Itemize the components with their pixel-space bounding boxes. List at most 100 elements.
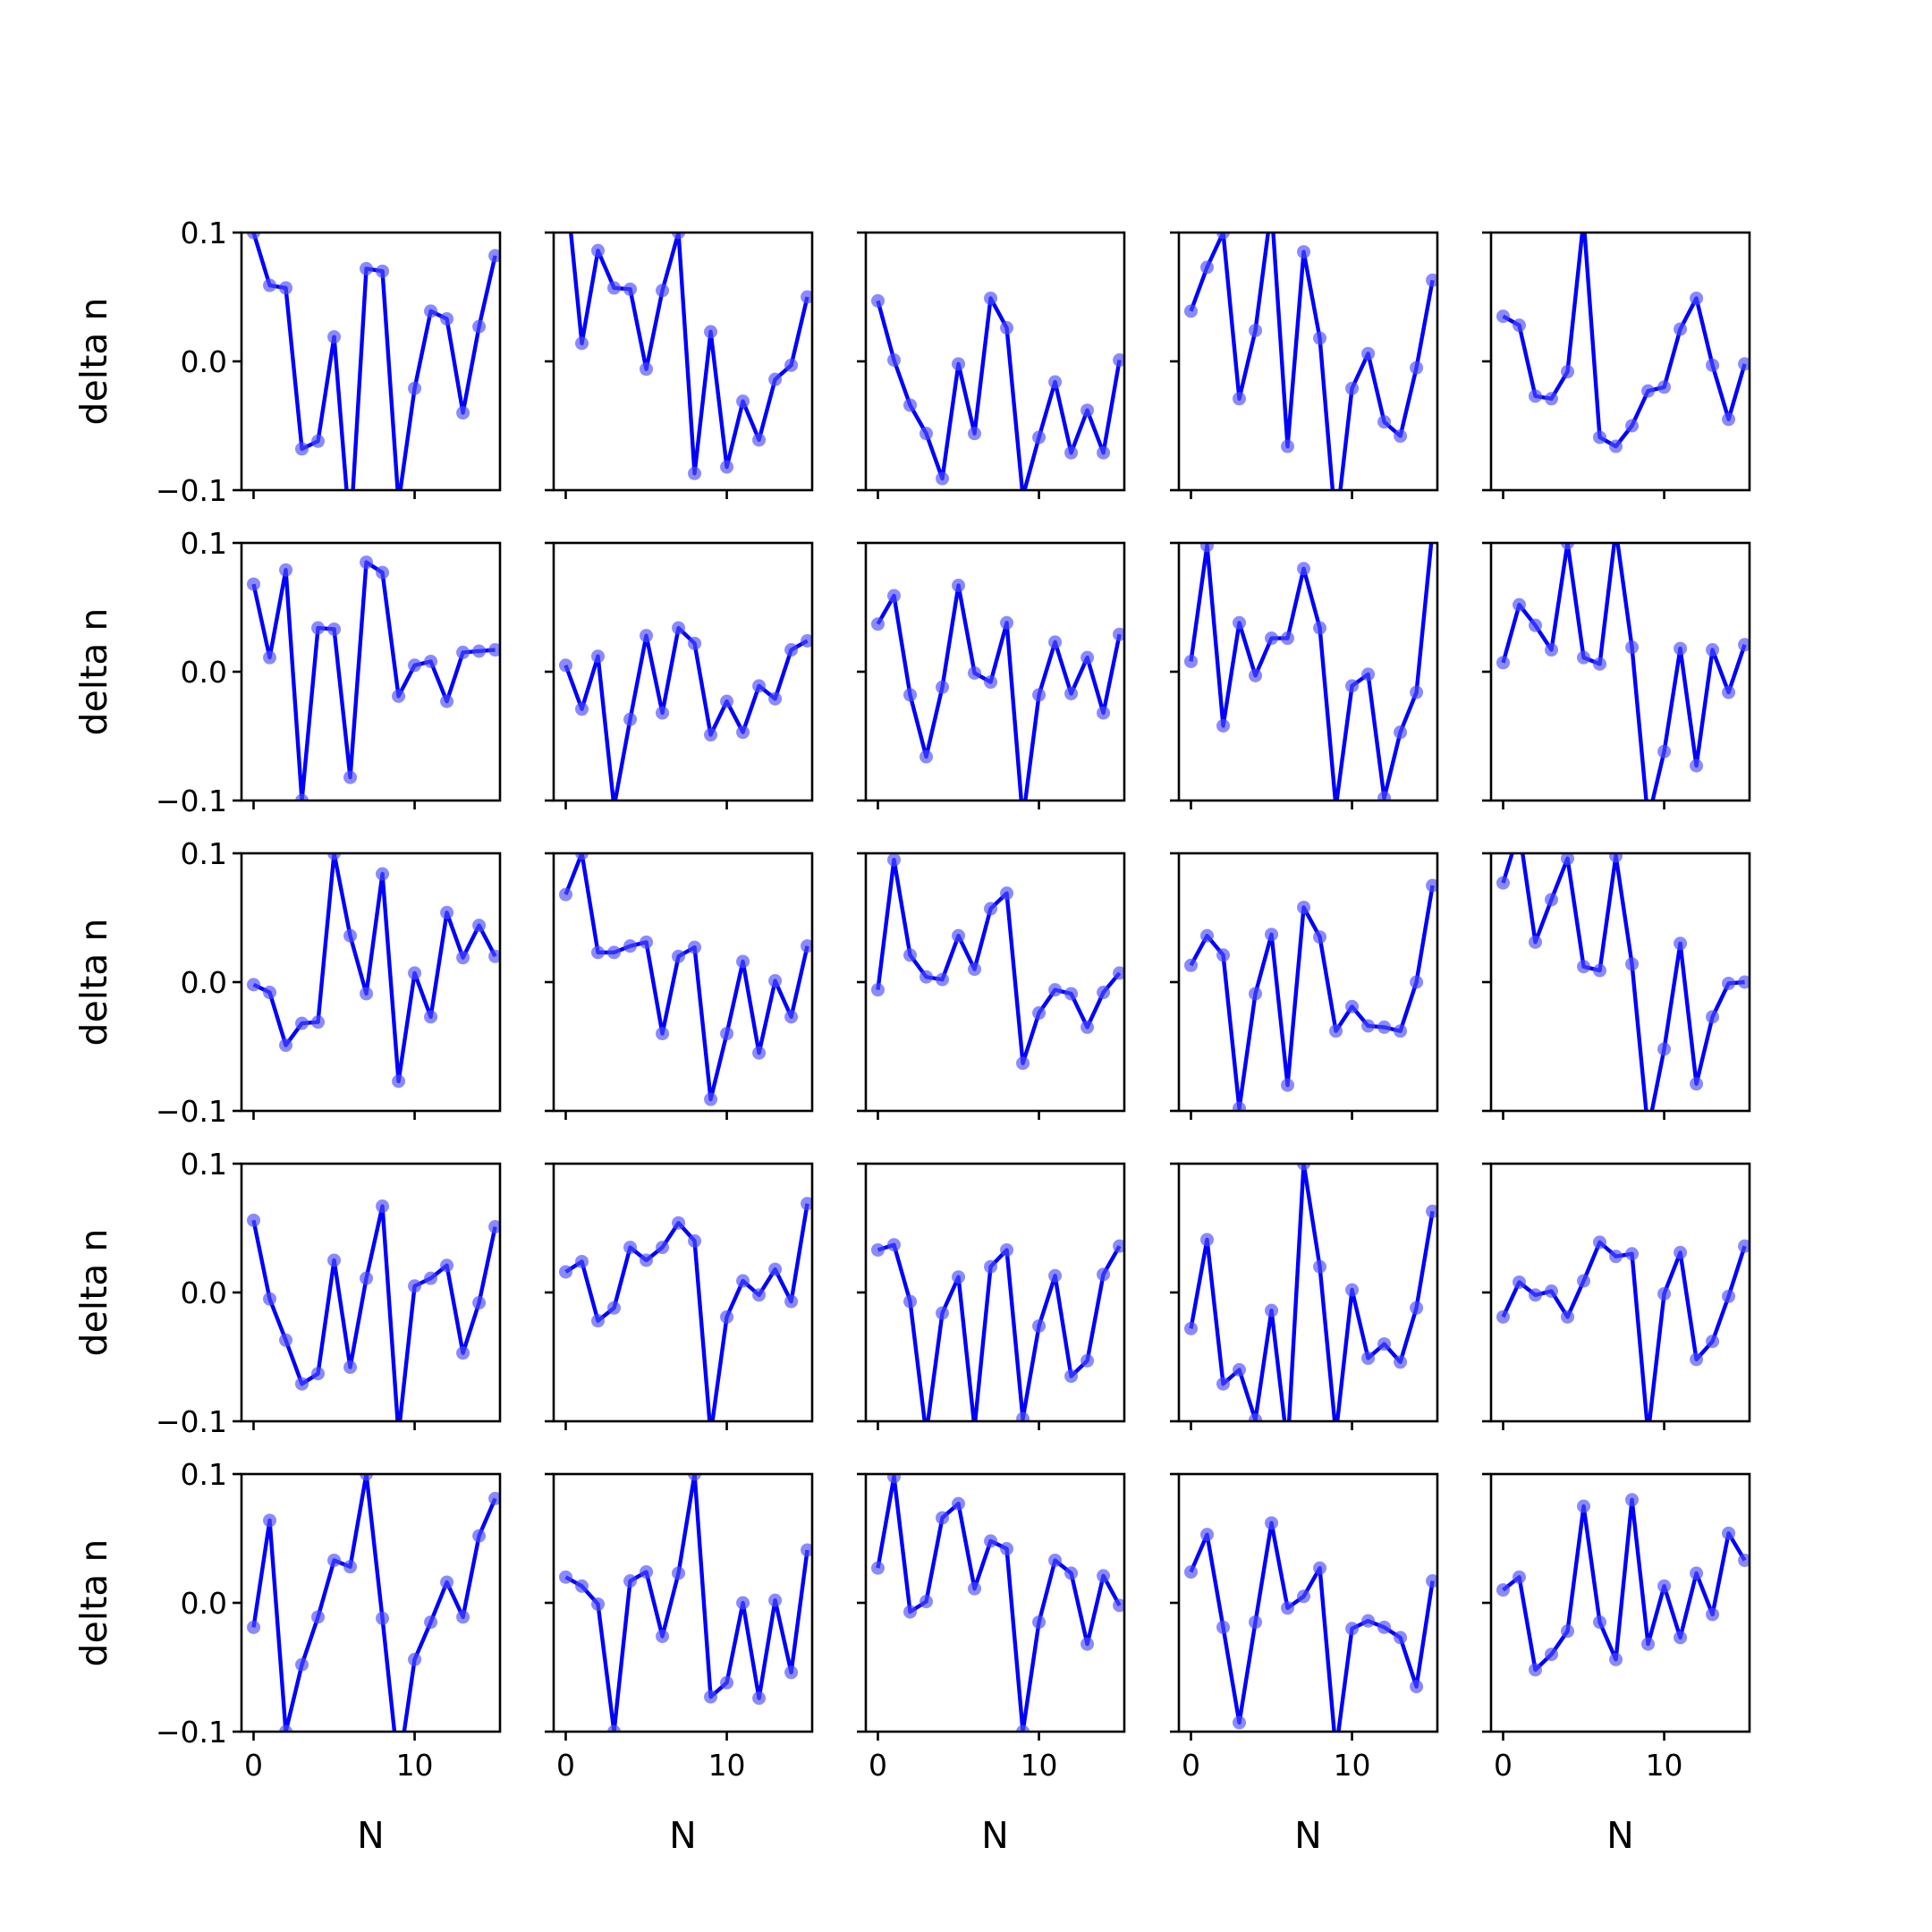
data-point <box>424 304 438 318</box>
data-point <box>1334 800 1338 801</box>
data-point <box>1738 975 1750 989</box>
data-point <box>408 966 422 980</box>
data-point <box>704 728 718 742</box>
series-group <box>1184 233 1437 490</box>
data-point <box>1377 1337 1392 1352</box>
y-tick-label: 0.0 <box>181 344 227 379</box>
data-point <box>784 1665 799 1680</box>
data-point <box>1297 1164 1311 1171</box>
data-point <box>1313 1561 1327 1575</box>
data-point <box>1080 1637 1095 1651</box>
data-point <box>392 496 405 510</box>
series-group <box>559 1474 812 1732</box>
data-point <box>1233 1362 1247 1377</box>
data-point <box>1593 657 1607 671</box>
data-point <box>1690 291 1704 305</box>
data-point <box>1426 1574 1437 1589</box>
data-point <box>672 1566 686 1580</box>
data-point <box>327 1253 342 1267</box>
data-point <box>752 433 767 447</box>
data-point <box>1641 1123 1655 1137</box>
data-point <box>720 460 734 474</box>
data-point <box>295 442 309 456</box>
data-point <box>1345 999 1360 1013</box>
data-point <box>1738 1553 1750 1567</box>
data-point <box>343 529 357 542</box>
data-point <box>376 264 390 278</box>
data-point <box>488 1220 500 1234</box>
data-point <box>440 694 454 708</box>
data-point <box>1496 656 1510 670</box>
data-point <box>311 434 326 448</box>
data-point <box>311 1367 326 1381</box>
y-tick-label: −0.1 <box>156 1094 227 1129</box>
data-point <box>1625 419 1640 433</box>
data-point <box>752 1691 767 1706</box>
data-point <box>1722 1526 1736 1540</box>
data-point <box>1184 304 1198 318</box>
data-point <box>488 643 500 657</box>
data-point <box>1410 1680 1424 1694</box>
subplot-4-2 <box>545 1162 814 1430</box>
data-point <box>1021 489 1025 490</box>
subplot-1-1: −0.1 0.0 0.1 delta n <box>72 216 502 542</box>
data-point <box>801 290 812 304</box>
data-point <box>1200 543 1215 553</box>
data-point <box>984 902 998 916</box>
series-group <box>1184 1164 1437 1421</box>
axes-frame <box>552 1162 814 1423</box>
data-point <box>1313 930 1327 945</box>
data-point <box>1032 1615 1046 1630</box>
data-point <box>1394 1631 1408 1645</box>
data-point <box>1561 853 1575 866</box>
data-point <box>1394 1024 1408 1038</box>
data-point <box>1625 957 1640 971</box>
data-point <box>559 1265 572 1279</box>
data-point <box>1674 1245 1688 1259</box>
data-point <box>1281 1601 1295 1615</box>
data-point <box>1722 1289 1736 1303</box>
data-point <box>1097 445 1111 460</box>
data-point <box>456 1610 470 1624</box>
data-point <box>327 853 342 860</box>
y-tick-label: −0.1 <box>156 784 227 818</box>
data-point <box>768 1262 783 1276</box>
y-axis-label: delta n <box>72 298 115 426</box>
data-point <box>1706 1010 1720 1024</box>
data-point <box>720 694 734 708</box>
data-point <box>1561 1309 1575 1324</box>
x-axis-label: N <box>669 1814 697 1857</box>
data-point <box>768 372 783 386</box>
subplot-2-1: −0.1 0.0 0.1 delta n <box>72 526 502 818</box>
data-point <box>1097 706 1111 720</box>
data-point <box>768 1593 783 1607</box>
data-point <box>1184 958 1198 972</box>
data-point <box>656 1027 670 1041</box>
series-line <box>1502 233 1747 449</box>
series-line <box>1189 885 1435 1111</box>
data-point <box>327 1553 342 1567</box>
y-tick-label: 0.1 <box>181 1457 227 1492</box>
data-point <box>1233 1716 1247 1730</box>
data-point <box>472 644 487 658</box>
y-axis-label: delta n <box>72 608 115 736</box>
data-point <box>1097 986 1111 1000</box>
series-line <box>1189 543 1434 801</box>
data-point <box>456 645 470 659</box>
data-point <box>656 706 670 720</box>
data-point <box>1577 650 1591 665</box>
data-point <box>1426 273 1437 287</box>
y-axis-label: delta n <box>72 1229 115 1357</box>
data-point <box>1738 638 1750 652</box>
data-point <box>623 282 638 296</box>
data-point <box>1690 1077 1704 1091</box>
data-point <box>1313 621 1327 635</box>
data-point <box>591 1597 606 1611</box>
data-point <box>1361 667 1376 682</box>
data-point <box>972 1420 977 1421</box>
data-point <box>1265 631 1279 646</box>
data-point <box>672 621 686 635</box>
data-point <box>936 1511 950 1525</box>
data-point <box>784 1294 799 1309</box>
data-point <box>295 1016 309 1030</box>
